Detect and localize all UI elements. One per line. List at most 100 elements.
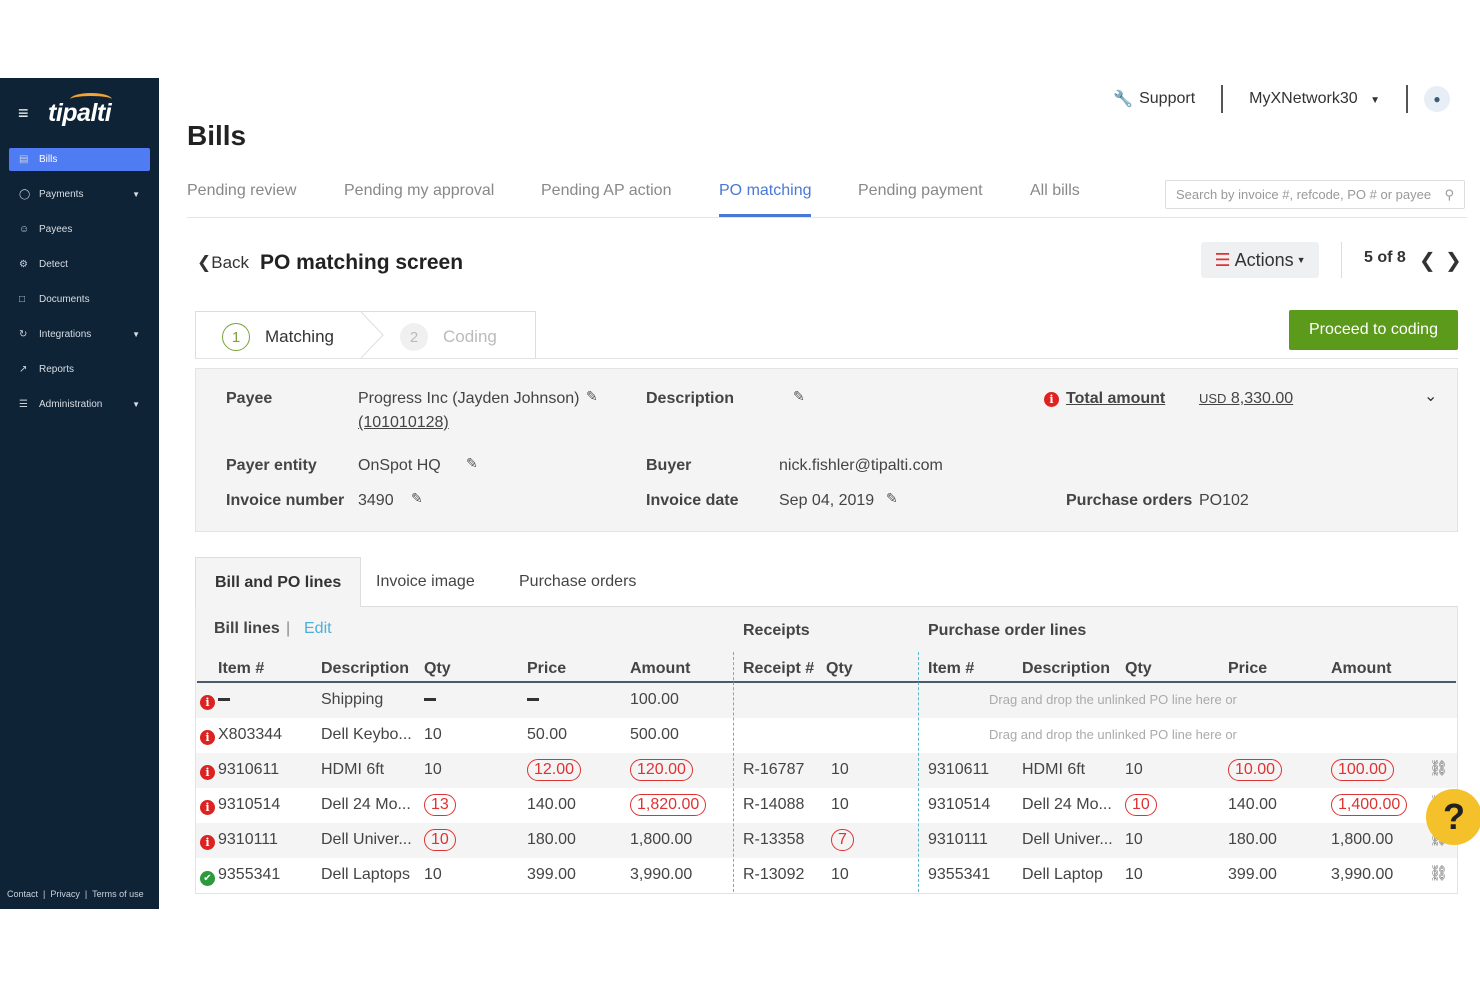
payer-entity-value: OnSpot HQ — [358, 457, 441, 474]
status-cell: i — [200, 798, 215, 816]
dash-icon — [424, 698, 436, 702]
hamburger-menu-icon[interactable]: ≡ — [18, 102, 29, 123]
tab-pending-payment[interactable]: Pending payment — [858, 182, 983, 199]
total-amount-link[interactable]: Total amount — [1066, 390, 1166, 407]
receipt-cell: R-14088 — [743, 796, 805, 813]
caret-down-icon: ▼ — [1370, 95, 1380, 106]
money-icon: ◯ — [19, 189, 31, 200]
tab-pending-ap-action[interactable]: Pending AP action — [541, 182, 672, 199]
caret-down-icon: ▼ — [1296, 255, 1306, 265]
step-matching[interactable]: 1 Matching — [222, 323, 334, 351]
qty-cell: 10 — [424, 761, 442, 778]
po-description-cell: Dell 24 Mo... — [1022, 796, 1112, 813]
wrench-icon: 🔧 — [1113, 91, 1134, 108]
tab-pending-my-approval[interactable]: Pending my approval — [344, 182, 495, 199]
column-header: Item # — [928, 660, 975, 677]
user-avatar-icon[interactable]: ● — [1424, 86, 1450, 112]
tab-bill-and-po-lines[interactable]: Bill and PO lines — [195, 557, 362, 608]
column-header: Qty — [424, 660, 451, 677]
table-row[interactable]: i 9310111 Dell Univer... 10 180.00 1,800.00 R-… — [196, 823, 1457, 858]
sidebar-item-detect[interactable]: ⚙ Detect — [9, 253, 150, 276]
receipt-qty-cell: 10 — [831, 761, 849, 778]
drop-zone[interactable]: Drag and drop the unlinked PO line here … — [989, 727, 1237, 742]
tab-invoice-image[interactable]: Invoice image — [376, 573, 475, 590]
previous-icon[interactable]: ❮ — [1419, 250, 1436, 272]
steps-indicator: 1 Matching 2 Coding — [195, 311, 536, 358]
step-coding[interactable]: 2 Coding — [400, 323, 497, 351]
price-cell: 12.00 — [527, 759, 582, 781]
edit-bill-lines-link[interactable]: Edit — [304, 620, 332, 637]
po-item-cell: 9310514 — [928, 796, 991, 813]
step-label: Coding — [443, 327, 497, 346]
search-input[interactable]: Search by invoice #, refcode, PO # or pa… — [1165, 180, 1465, 209]
help-icon[interactable]: ? — [1426, 789, 1480, 845]
mismatch-value: 1,400.00 — [1331, 794, 1408, 816]
next-icon[interactable]: ❯ — [1445, 250, 1462, 272]
sidebar-item-payees[interactable]: ☺ Payees — [9, 218, 150, 241]
edit-pencil-icon[interactable]: ✎ — [886, 490, 898, 506]
terms-link[interactable]: Terms of use — [92, 889, 144, 899]
privacy-link[interactable]: Privacy — [50, 889, 80, 899]
step-chevron-icon — [361, 312, 384, 358]
sidebar-item-label: Integrations — [39, 329, 92, 340]
sidebar-item-bills[interactable]: ▤ Bills — [9, 148, 150, 171]
table-row[interactable]: ✔ 9355341 Dell Laptops 10 399.00 3,990.00 R-13… — [196, 858, 1457, 893]
logo[interactable]: tipalti — [48, 92, 113, 127]
edit-pencil-icon[interactable]: ✎ — [411, 490, 423, 506]
purchase-orders-label: Purchase orders — [1066, 492, 1193, 509]
column-header: Receipt # — [743, 660, 815, 677]
receipts-divider — [733, 652, 734, 892]
payee-id-link[interactable]: (101010128) — [358, 414, 449, 431]
unlink-icon[interactable]: ⛓ — [1429, 865, 1449, 882]
edit-pencil-icon[interactable]: ✎ — [466, 455, 478, 471]
tab-pending-review[interactable]: Pending review — [187, 182, 297, 199]
po-amount-cell: 100.00 — [1331, 759, 1394, 781]
drop-zone[interactable]: Drag and drop the unlinked PO line here … — [989, 692, 1237, 707]
sidebar-item-documents[interactable]: □ Documents — [9, 288, 150, 311]
sidebar-item-administration[interactable]: ☰ Administration ▼ — [9, 393, 150, 416]
back-button[interactable]: ❮Back — [197, 253, 249, 273]
sidebar-item-reports[interactable]: ↗ Reports — [9, 358, 150, 381]
info-error-icon: i — [200, 835, 215, 850]
description-cell: Dell 24 Mo... — [321, 796, 411, 813]
tab-po-matching[interactable]: PO matching — [719, 182, 812, 217]
chevron-left-icon: ❮ — [197, 253, 212, 272]
proceed-to-coding-button[interactable]: Proceed to coding — [1289, 310, 1458, 350]
sidebar-item-payments[interactable]: ◯ Payments ▼ — [9, 183, 150, 206]
unlink-icon[interactable]: ⛓ — [1429, 760, 1449, 777]
payer-entity-label: Payer entity — [226, 457, 317, 474]
pager-text: 5 of 8 — [1364, 249, 1406, 266]
divider — [1406, 85, 1408, 113]
dash-icon — [218, 698, 230, 702]
mismatch-value: 13 — [424, 794, 456, 816]
edit-pencil-icon[interactable]: ✎ — [586, 388, 598, 404]
sidebar-item-label: Reports — [39, 364, 75, 375]
column-header: Description — [321, 660, 410, 677]
table-row[interactable]: i X803344 Dell Keybo... 10 50.00 500.00 Drag a… — [196, 718, 1457, 753]
sidebar-item-label: Detect — [39, 259, 68, 270]
price-cell: 140.00 — [527, 796, 576, 813]
list-icon: ☰ — [1214, 249, 1231, 270]
divider — [1341, 242, 1342, 278]
tab-purchase-orders[interactable]: Purchase orders — [519, 573, 637, 590]
invoice-date-value: Sep 04, 2019 — [779, 492, 875, 509]
po-lines-heading: Purchase order lines — [928, 622, 1087, 639]
amount-cell: 100.00 — [630, 691, 679, 708]
chevron-down-icon[interactable]: ⌄ — [1424, 388, 1438, 405]
contact-link[interactable]: Contact — [7, 889, 39, 899]
network-dropdown[interactable]: MyXNetwork30 ▼ — [1249, 90, 1380, 108]
table-row[interactable]: i 9310514 Dell 24 Mo... 13 140.00 1,820.00 R-1… — [196, 788, 1457, 823]
tab-all-bills[interactable]: All bills — [1030, 182, 1080, 199]
support-link[interactable]: 🔧 Support — [1113, 89, 1195, 109]
table-row[interactable]: i Shipping 100.00 Drag and drop the unlinke… — [196, 683, 1457, 718]
item-cell: 9310111 — [218, 831, 278, 848]
sidebar-top: ≡ tipalti — [0, 78, 159, 148]
edit-pencil-icon[interactable]: ✎ — [793, 388, 805, 404]
sidebar-item-integrations[interactable]: ↻ Integrations ▼ — [9, 323, 150, 346]
table-row[interactable]: i 9310611 HDMI 6ft 10 12.00 120.00 R-16787 10 93… — [196, 753, 1457, 788]
settings-list-icon: ☰ — [19, 399, 28, 410]
description-cell: HDMI 6ft — [321, 761, 385, 778]
search-icon: ⚲ — [1444, 187, 1454, 202]
actions-button[interactable]: ☰ Actions ▼ — [1201, 242, 1319, 278]
item-cell: 9310611 — [218, 761, 280, 778]
